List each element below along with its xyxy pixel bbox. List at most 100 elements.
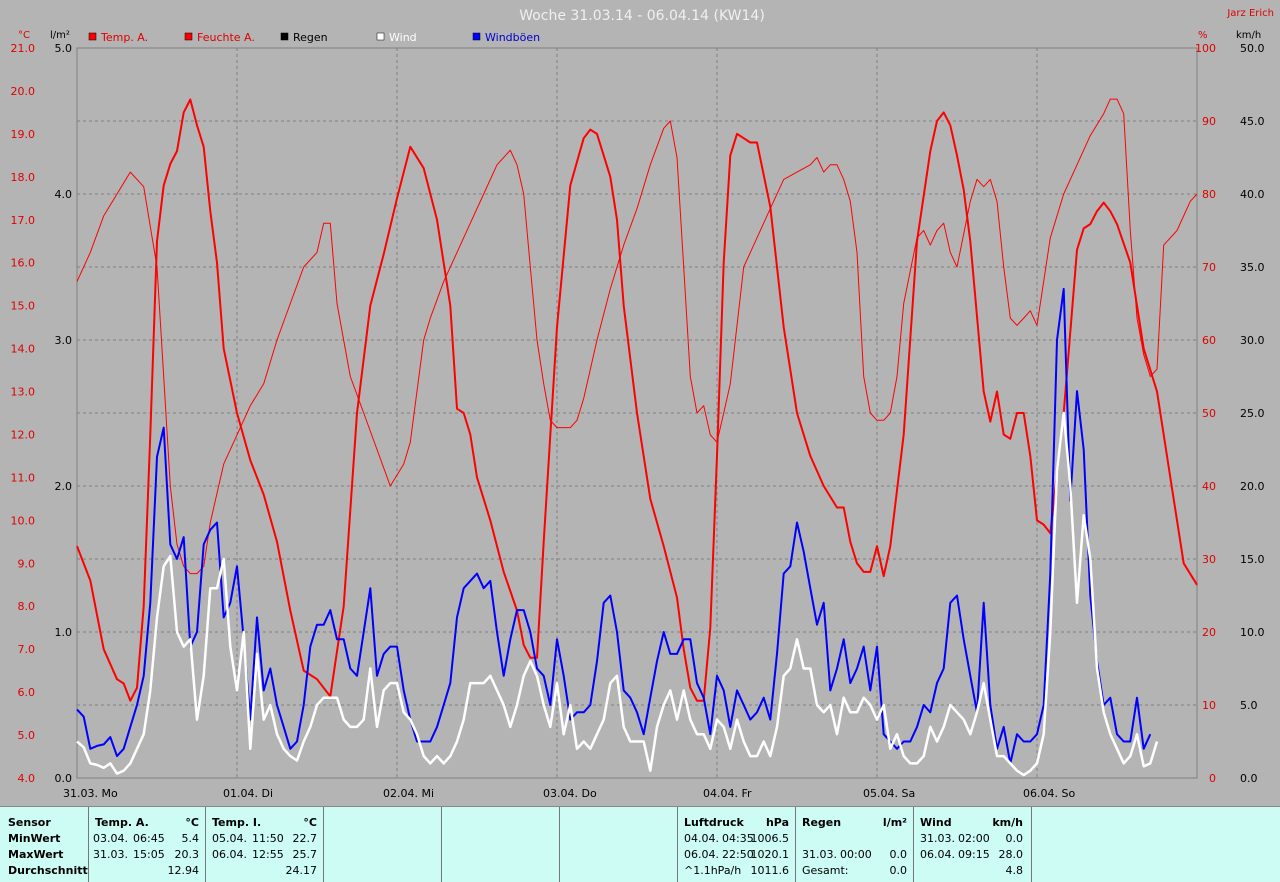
pressure-min-time: 04:35	[722, 832, 754, 845]
wind-header: Wind	[920, 816, 952, 829]
rain-tick-label: 4.0	[55, 188, 73, 201]
legend-label: Regen	[293, 31, 328, 44]
temp-tick-label: 13.0	[11, 386, 36, 399]
humidity-tick-label: 100	[1195, 42, 1216, 55]
temp-i-header: Temp. I.	[212, 816, 262, 829]
humidity-tick-label: 20	[1202, 626, 1216, 639]
humidity-tick-label: 10	[1202, 699, 1216, 712]
temp-tick-label: 12.0	[11, 428, 36, 441]
temp-tick-label: 14.0	[11, 343, 36, 356]
humidity-tick-label: 90	[1202, 115, 1216, 128]
wind-tick-label: 10.0	[1240, 626, 1265, 639]
temp-a-header: Temp. A.	[95, 816, 149, 829]
temp-tick-label: 15.0	[11, 300, 36, 313]
author-label: Jarz Erich	[1226, 8, 1274, 19]
temp-unit-label: °C	[18, 30, 30, 41]
day-tick-label: 31.03. Mo	[63, 787, 118, 800]
temp-a-column: Temp. A. °C 03.04. 06:45 5.4 31.03. 15:05 20.…	[89, 807, 206, 882]
day-tick-label: 05.04. Sa	[863, 787, 915, 800]
pressure-max-time: 22:50	[722, 848, 754, 861]
day-tick-label: 03.04. Do	[543, 787, 597, 800]
wind-tick-label: 50.0	[1240, 42, 1265, 55]
rain-max-value: 0.0	[889, 848, 908, 861]
temp-tick-label: 20.0	[11, 85, 36, 98]
wind-avg-value: 4.8	[1005, 864, 1024, 877]
temp-tick-label: 11.0	[11, 471, 36, 484]
temp-i-min-value: 22.7	[292, 832, 318, 845]
wind-unit: km/h	[992, 816, 1023, 829]
temp-i-max-date: 06.04.	[212, 848, 247, 861]
wind-max-date: 06.04.	[920, 848, 955, 861]
humidity-tick-label: 0	[1209, 772, 1216, 785]
temp-i-min-time: 11:50	[252, 832, 284, 845]
rain-max-time: 00:00	[840, 848, 872, 861]
rain-header: Regen	[802, 816, 842, 829]
wind-min-value: 0.0	[1005, 832, 1024, 845]
legend-swatch	[472, 32, 481, 41]
wind-tick-label: 25.0	[1240, 407, 1265, 420]
temp-i-max-time: 12:55	[252, 848, 284, 861]
min-label: MinWert	[8, 832, 61, 845]
chart-title: Woche 31.03.14 - 06.04.14 (KW14)	[519, 8, 765, 24]
day-tick-label: 04.04. Fr	[703, 787, 752, 800]
legend: Temp. A. Feuchte A. Regen Wind Windböen	[88, 31, 540, 44]
temp-a-max-time: 15:05	[133, 848, 165, 861]
temp-tick-label: 16.0	[11, 257, 36, 270]
rain-tick-label: 0.0	[55, 772, 73, 785]
axis-labels: 21.0 20.0 19.0 18.0 17.0 16.0 15.0 14.0 13.0 12.0…	[11, 42, 1265, 800]
temp-a-min-time: 06:45	[133, 832, 165, 845]
sensor-header: Sensor	[8, 816, 51, 829]
temp-tick-label: 10.0	[11, 514, 36, 527]
temp-tick-label: 6.0	[18, 686, 36, 699]
humidity-tick-label: 80	[1202, 188, 1216, 201]
wind-max-time: 09:15	[958, 848, 990, 861]
legend-label: Temp. A.	[100, 31, 148, 44]
pressure-column: Luftdruck hPa 04.04. 04:35 1006.5 06.04. 22:…	[678, 807, 796, 882]
legend-label: Feuchte A.	[197, 31, 255, 44]
legend-swatch	[376, 32, 385, 41]
wind-tick-label: 5.0	[1240, 699, 1258, 712]
wind-min-date: 31.03.	[920, 832, 955, 845]
pressure-min-value: 1006.5	[750, 832, 790, 845]
temp-a-avg-value: 12.94	[167, 864, 200, 877]
temp-i-avg-value: 24.17	[285, 864, 318, 877]
day-tick-label: 01.04. Di	[223, 787, 273, 800]
pressure-max-value: 1020.1	[750, 848, 790, 861]
wind-tick-label: 20.0	[1240, 480, 1265, 493]
temp-a-min-value: 5.4	[181, 832, 200, 845]
series-layer	[76, 98, 1198, 777]
wind-unit-label: km/h	[1236, 30, 1261, 41]
temp-tick-label: 5.0	[18, 729, 36, 742]
temp-i-unit: °C	[303, 816, 317, 829]
max-label: MaxWert	[8, 848, 64, 861]
temp-a-min-date: 03.04.	[93, 832, 128, 845]
rain-total-label: Gesamt:	[802, 864, 849, 877]
pressure-trend: ^1.1hPa/h	[684, 864, 742, 877]
temp-tick-label: 9.0	[18, 557, 36, 570]
rain-tick-label: 2.0	[55, 480, 73, 493]
series-line-wind	[76, 411, 1159, 777]
legend-label: Wind	[389, 31, 417, 44]
empty-column-3	[560, 807, 678, 882]
temp-tick-label: 19.0	[11, 128, 36, 141]
wind-tick-label: 40.0	[1240, 188, 1265, 201]
sensor-column: Sensor MinWert MaxWert Durchschnitt	[0, 807, 89, 882]
humidity-tick-label: 50	[1202, 407, 1216, 420]
wind-tick-label: 30.0	[1240, 334, 1265, 347]
humidity-tick-label: 30	[1202, 553, 1216, 566]
temp-i-column: Temp. I. °C 05.04. 11:50 22.7 06.04. 12:55 25…	[206, 807, 324, 882]
rain-column: Regen l/m² 31.03. 00:00 0.0 Gesamt: 0.0	[796, 807, 914, 882]
rain-unit-label: l/m²	[50, 30, 70, 41]
statistics-panel: Sensor MinWert MaxWert Durchschnitt Temp…	[0, 806, 1280, 882]
rain-tick-label: 5.0	[55, 42, 73, 55]
temp-a-max-value: 20.3	[174, 848, 200, 861]
wind-tick-label: 45.0	[1240, 115, 1265, 128]
temp-tick-label: 21.0	[11, 42, 36, 55]
grid	[77, 48, 1197, 778]
wind-tick-label: 15.0	[1240, 553, 1265, 566]
series-line-temp-a	[76, 98, 1198, 702]
temp-tick-label: 18.0	[11, 171, 36, 184]
humidity-tick-label: 60	[1202, 334, 1216, 347]
temp-a-unit: °C	[185, 816, 199, 829]
temp-tick-label: 8.0	[18, 600, 36, 613]
